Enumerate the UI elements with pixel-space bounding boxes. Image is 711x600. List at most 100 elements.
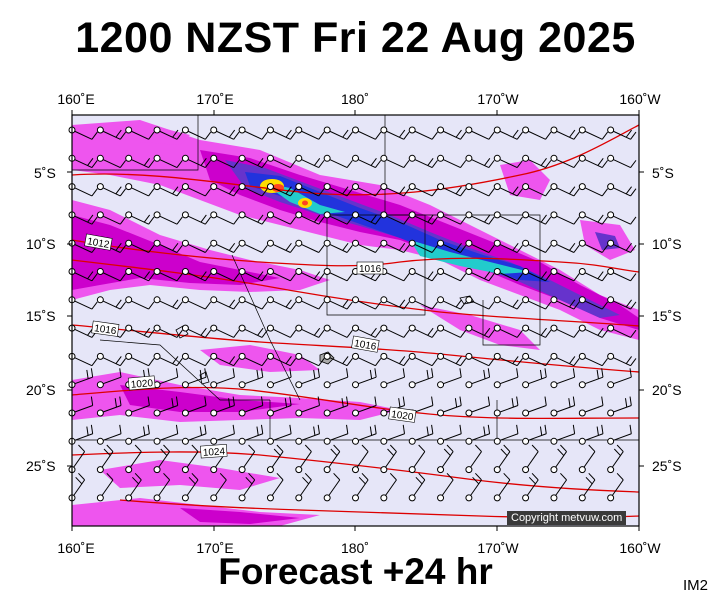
- station-circle: [578, 352, 586, 360]
- wind-barb-feather: [597, 327, 604, 336]
- wind-barb-shaft: [383, 214, 405, 225]
- wind-barb-shaft: [71, 299, 93, 310]
- wind-barb-feather: [228, 129, 236, 138]
- map-frame: [71, 114, 640, 527]
- map-title: 1200 NZST Fri 22 Aug 2025: [75, 14, 636, 62]
- station-circle: [181, 381, 189, 389]
- station-circle: [210, 324, 218, 332]
- wind-barb-shaft: [241, 129, 263, 140]
- station-circle: [153, 211, 161, 219]
- station-circle: [493, 296, 501, 304]
- wind-barb-shaft: [213, 129, 234, 140]
- wind-barb-shaft: [411, 451, 426, 470]
- station-circle: [181, 437, 189, 445]
- wind-barb-feather: [403, 301, 410, 310]
- wind-barb-feather: [455, 299, 462, 308]
- station-circle: [352, 324, 359, 332]
- wind-barb-shaft: [270, 242, 291, 253]
- wind-barb-feather: [629, 424, 632, 434]
- wind-barb-feather: [228, 356, 236, 364]
- wind-barb-feather: [90, 396, 94, 406]
- precip-patch: [595, 232, 620, 250]
- wind-barb-feather: [114, 398, 117, 408]
- station-circle: [210, 437, 218, 445]
- station-circle: [607, 352, 615, 360]
- station-circle: [522, 494, 530, 502]
- wind-barb-feather: [256, 369, 259, 379]
- wind-barb-shaft: [582, 327, 603, 338]
- wind-barb-feather: [204, 160, 212, 168]
- wind-barb-feather: [488, 273, 495, 282]
- wind-barb-feather: [616, 472, 624, 481]
- wind-barb-shaft: [156, 433, 178, 442]
- wind-barb-shaft: [582, 376, 604, 386]
- wind-barb-feather: [289, 188, 297, 197]
- wind-barb-feather: [346, 396, 349, 406]
- wind-barb-feather: [544, 424, 547, 434]
- wind-barb-feather: [132, 476, 139, 485]
- wind-barb-feather: [204, 131, 212, 140]
- wind-barb-shaft: [213, 405, 235, 414]
- station-circle: [437, 296, 445, 304]
- wind-barb-shaft: [298, 433, 320, 442]
- wind-barb-shaft: [100, 376, 122, 386]
- station-circle: [465, 154, 473, 162]
- wind-barb-feather: [87, 158, 94, 166]
- wind-barb-feather: [261, 358, 268, 366]
- wind-barb-feather: [148, 244, 155, 253]
- station-circle: [380, 154, 388, 162]
- wind-barb-shaft: [468, 355, 490, 367]
- wind-barb-shaft: [525, 376, 547, 386]
- wind-barb-feather: [369, 369, 373, 379]
- station-circle: [493, 211, 501, 219]
- station-circle: [96, 437, 104, 445]
- lat-label-right: 15˚S: [652, 308, 682, 324]
- wind-barb-feather: [431, 160, 438, 168]
- wind-barb-shaft: [128, 129, 149, 140]
- wind-barb-shaft: [468, 242, 490, 253]
- wind-barb-feather: [399, 356, 406, 364]
- station-circle: [437, 154, 445, 162]
- wind-barb-shaft: [241, 327, 263, 338]
- wind-barb-feather: [427, 327, 434, 336]
- wind-barb-feather: [200, 271, 207, 280]
- wind-barb-feather: [601, 301, 609, 310]
- wind-barb-feather: [369, 426, 373, 436]
- wind-barb-feather: [512, 299, 519, 308]
- station-circle: [181, 324, 189, 332]
- wind-barb-feather: [403, 160, 410, 168]
- precip-patch: [420, 305, 540, 350]
- wind-barb-shaft: [412, 376, 434, 386]
- station-circle: [125, 183, 133, 191]
- station-circle: [238, 268, 246, 275]
- wind-barb-shaft: [383, 242, 405, 253]
- wind-barb-shaft: [582, 299, 603, 310]
- station-circle: [522, 409, 530, 417]
- station-circle: [465, 494, 473, 502]
- station-circle: [181, 494, 189, 502]
- wind-barb-feather: [86, 369, 89, 379]
- station-circle: [323, 296, 331, 304]
- station-circle: [465, 437, 473, 445]
- station-circle: [181, 268, 189, 275]
- axis-ticks: [67, 110, 644, 531]
- wind-barb-feather: [191, 472, 199, 481]
- station-circle: [238, 211, 246, 219]
- wind-barb-shaft: [355, 376, 377, 386]
- wind-barb-shaft: [128, 299, 149, 310]
- station-circle: [210, 211, 218, 219]
- wind-barb-feather: [487, 396, 491, 406]
- wind-barb-feather: [544, 368, 547, 378]
- wind-barb-shaft: [241, 157, 263, 169]
- station-circle: [96, 268, 104, 275]
- wind-barb-shaft: [582, 355, 603, 367]
- station-circle: [607, 296, 615, 304]
- wind-barb-feather: [389, 444, 397, 452]
- station-circle: [578, 381, 586, 389]
- wind-barb-shaft: [213, 186, 234, 197]
- wind-barb-shaft: [355, 433, 377, 442]
- station-circle: [210, 239, 218, 247]
- station-circle: [295, 494, 303, 502]
- wind-barb-feather: [171, 398, 174, 408]
- wind-barb-shaft: [553, 186, 575, 197]
